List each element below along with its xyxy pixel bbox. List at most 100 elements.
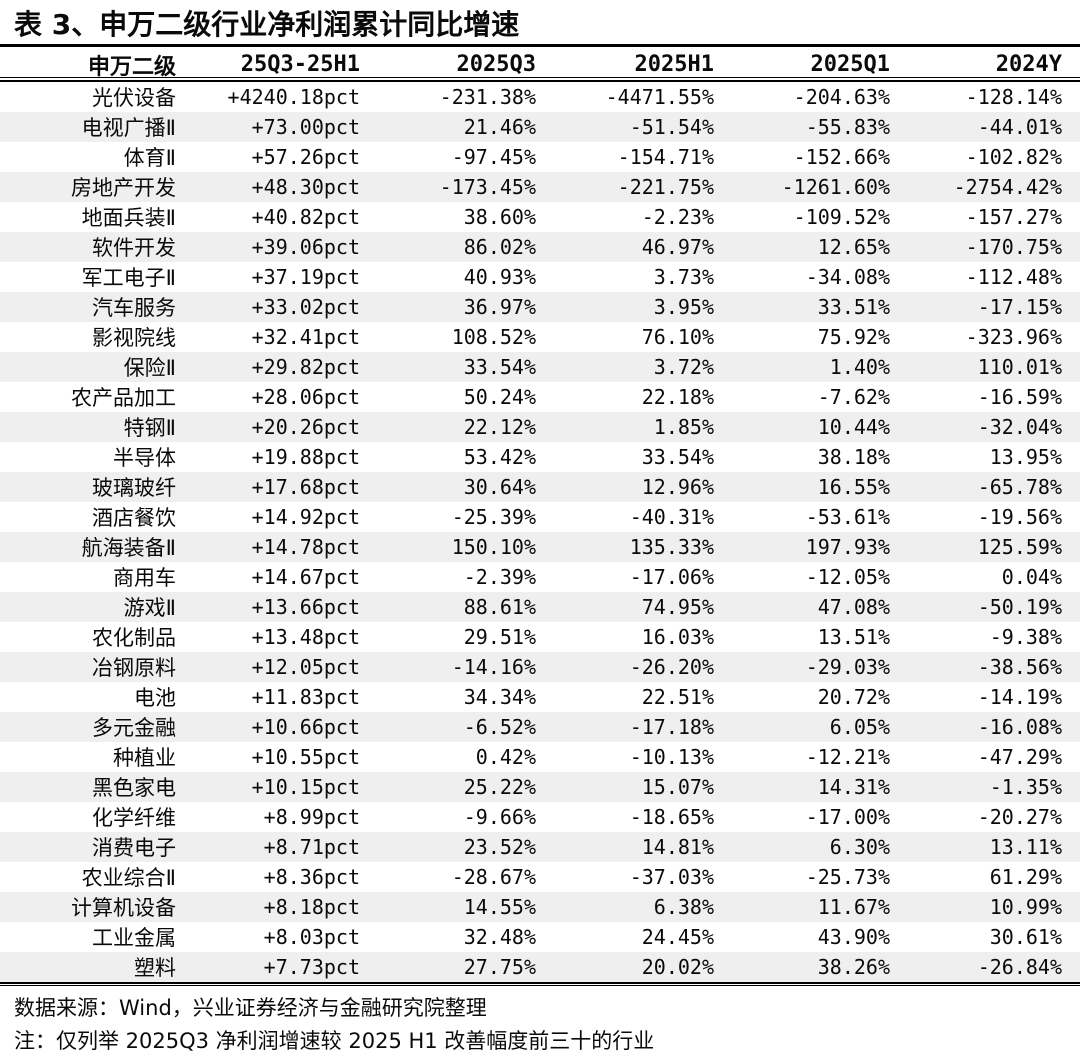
cell-2025q1: -12.21% xyxy=(805,745,890,769)
cell-2025q1: -55.83% xyxy=(732,112,908,142)
cell-2025q1: 20.72% xyxy=(817,685,890,709)
cell-industry: 电视广播Ⅱ xyxy=(0,112,194,142)
cell-2025q3: -2.39% xyxy=(463,565,536,589)
cell-2025q1: -53.61% xyxy=(805,505,890,529)
cell-25q3-25h1-change: +14.92pct xyxy=(251,505,360,529)
cell-industry: 玻璃玻纤 xyxy=(0,472,194,502)
cell-25q3-25h1-change: +33.02pct xyxy=(194,292,378,322)
cell-2025q1: 12.65% xyxy=(732,232,908,262)
cell-25q3-25h1-change: +37.19pct xyxy=(251,265,360,289)
cell-2024y: -32.04% xyxy=(908,412,1080,442)
cell-25q3-25h1-change: +28.06pct xyxy=(251,385,360,409)
table-row: 航海装备Ⅱ +14.78pct 150.10% 135.33% 197.93% … xyxy=(0,532,1080,562)
cell-industry: 保险Ⅱ xyxy=(0,352,194,382)
cell-industry: 商用车 xyxy=(113,566,176,590)
cell-industry: 半导体 xyxy=(113,446,176,470)
cell-2024y: -44.01% xyxy=(908,112,1080,142)
cell-2025q3: 108.52% xyxy=(451,325,536,349)
cell-2024y: 13.95% xyxy=(989,445,1062,469)
cell-2024y: -14.19% xyxy=(977,685,1062,709)
cell-2025q1: -29.03% xyxy=(732,652,908,682)
cell-industry: 体育Ⅱ xyxy=(123,146,176,170)
cell-industry: 游戏Ⅱ xyxy=(0,592,194,622)
table-row: 酒店餐饮 +14.92pct -25.39% -40.31% -53.61% -… xyxy=(0,502,1080,532)
table-row: 消费电子 +8.71pct 23.52% 14.81% 6.30% 13.11% xyxy=(0,832,1080,862)
cell-2024y: -38.56% xyxy=(908,652,1080,682)
cell-industry: 消费电子 xyxy=(0,832,194,862)
table-row: 农化制品 +13.48pct 29.51% 16.03% 13.51% -9.3… xyxy=(0,622,1080,652)
cell-25q3-25h1-change: +8.71pct xyxy=(194,832,378,862)
cell-2025q1: 13.51% xyxy=(817,625,890,649)
cell-industry: 酒店餐饮 xyxy=(92,506,176,530)
cell-2025q3: -173.45% xyxy=(378,172,554,202)
cell-2025q1: 75.92% xyxy=(817,325,890,349)
cell-25q3-25h1-change: +17.68pct xyxy=(194,472,378,502)
col-header-2025h1: 2025H1 xyxy=(554,47,732,82)
cell-2025h1: -37.03% xyxy=(629,865,714,889)
cell-2025q3: 30.64% xyxy=(378,472,554,502)
cell-2025q3: -28.67% xyxy=(451,865,536,889)
cell-2025h1: 20.02% xyxy=(554,952,732,982)
cell-2024y: -50.19% xyxy=(908,592,1080,622)
col-header-industry: 申万二级 xyxy=(0,47,194,82)
cell-2025q3: -97.45% xyxy=(451,145,536,169)
cell-industry: 农化制品 xyxy=(92,626,176,650)
cell-2025q1: 16.55% xyxy=(732,472,908,502)
table-row: 汽车服务 +33.02pct 36.97% 3.95% 33.51% -17.1… xyxy=(0,292,1080,322)
table-row: 影视院线 +32.41pct 108.52% 76.10% 75.92% -32… xyxy=(0,322,1080,352)
cell-2024y: 0.04% xyxy=(1001,565,1062,589)
data-source-note: 数据来源：Wind，兴业证券经济与金融研究院整理 xyxy=(14,996,487,1020)
table-row: 工业金属 +8.03pct 32.48% 24.45% 43.90% 30.61… xyxy=(0,922,1080,952)
cell-2025h1: -221.75% xyxy=(554,172,732,202)
table-row: 多元金融 +10.66pct -6.52% -17.18% 6.05% -16.… xyxy=(0,712,1080,742)
cell-industry: 农产品加工 xyxy=(71,386,176,410)
cell-2025q3: 33.54% xyxy=(378,352,554,382)
cell-25q3-25h1-change: +32.41pct xyxy=(251,325,360,349)
cell-industry: 工业金属 xyxy=(92,926,176,950)
cell-2025q3: -6.52% xyxy=(378,712,554,742)
cell-2025q3: 88.61% xyxy=(378,592,554,622)
cell-2024y: -157.27% xyxy=(965,205,1062,229)
cell-2025h1: 76.10% xyxy=(641,325,714,349)
cell-2025h1: 1.85% xyxy=(554,412,732,442)
cell-industry: 影视院线 xyxy=(92,326,176,350)
cell-2025h1: 33.54% xyxy=(641,445,714,469)
cell-industry: 光伏设备 xyxy=(92,86,176,110)
cell-2025q1: -34.08% xyxy=(805,265,890,289)
cell-25q3-25h1-change: +8.18pct xyxy=(194,892,378,922)
cell-2025q1: 38.18% xyxy=(817,445,890,469)
cell-25q3-25h1-change: +7.73pct xyxy=(194,952,378,982)
cell-2025h1: -154.71% xyxy=(617,145,714,169)
cell-2024y: -16.08% xyxy=(908,712,1080,742)
cell-industry: 航海装备Ⅱ xyxy=(0,532,194,562)
cell-2025q1: 43.90% xyxy=(817,925,890,949)
cell-2025h1: -2.23% xyxy=(641,205,714,229)
cell-2025q1: -25.73% xyxy=(805,865,890,889)
cell-2024y: 110.01% xyxy=(908,352,1080,382)
table-row: 军工电子Ⅱ +37.19pct 40.93% 3.73% -34.08% -11… xyxy=(0,262,1080,292)
cell-2025q1: -204.63% xyxy=(793,85,890,109)
cell-2025q1: -17.00% xyxy=(805,805,890,829)
cell-2025h1: 12.96% xyxy=(554,472,732,502)
cell-25q3-25h1-change: +4240.18pct xyxy=(227,85,360,109)
cell-2025h1: 22.18% xyxy=(641,385,714,409)
cell-2024y: -20.27% xyxy=(977,805,1062,829)
cell-2025q3: 50.24% xyxy=(463,385,536,409)
cell-2024y: 13.11% xyxy=(908,832,1080,862)
cell-2025q1: -7.62% xyxy=(817,385,890,409)
table-row: 计算机设备 +8.18pct 14.55% 6.38% 11.67% 10.99… xyxy=(0,892,1080,922)
table-row: 电池 +11.83pct 34.34% 22.51% 20.72% -14.19… xyxy=(0,682,1080,712)
cell-industry: 种植业 xyxy=(113,746,176,770)
table-body: 光伏设备 +4240.18pct -231.38% -4471.55% -204… xyxy=(0,82,1080,982)
cell-2025q1: 33.51% xyxy=(732,292,908,322)
cell-2024y: -19.56% xyxy=(977,505,1062,529)
table-row: 玻璃玻纤 +17.68pct 30.64% 12.96% 16.55% -65.… xyxy=(0,472,1080,502)
selection-note: 注：仅列举 2025Q3 净利润增速较 2025 H1 改善幅度前三十的行业 xyxy=(14,1029,655,1053)
cell-2024y: -16.59% xyxy=(977,385,1062,409)
title-rule xyxy=(0,44,1080,47)
cell-2025h1: -40.31% xyxy=(629,505,714,529)
cell-industry: 军工电子Ⅱ xyxy=(81,266,176,290)
cell-2025q3: 22.12% xyxy=(378,412,554,442)
cell-2024y: -128.14% xyxy=(965,85,1062,109)
table-bottom-rule xyxy=(0,982,1080,986)
